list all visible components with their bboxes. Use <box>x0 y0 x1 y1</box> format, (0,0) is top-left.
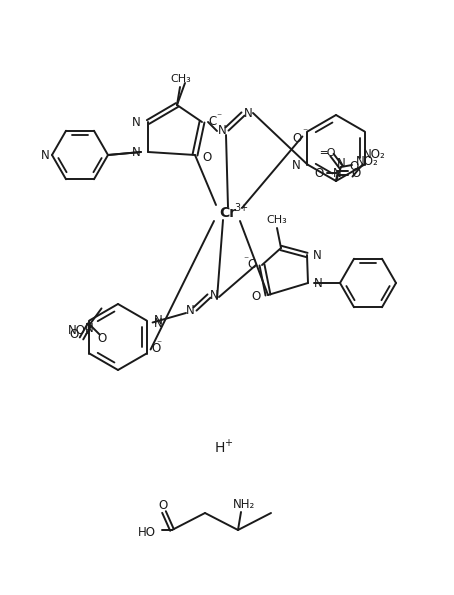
Text: N: N <box>153 314 163 327</box>
Text: O: O <box>69 328 78 341</box>
Text: Cr: Cr <box>219 206 237 220</box>
Text: N: N <box>41 149 50 161</box>
Text: NH₂: NH₂ <box>233 497 255 511</box>
Text: N: N <box>153 317 163 330</box>
Text: N: N <box>217 124 227 136</box>
Text: NO₂: NO₂ <box>363 148 386 161</box>
Text: O: O <box>158 499 168 512</box>
Text: N: N <box>85 322 94 335</box>
Text: N: N <box>132 146 141 158</box>
Text: N: N <box>244 107 252 120</box>
Text: ⁻: ⁻ <box>302 127 307 137</box>
Text: ⁻: ⁻ <box>243 255 248 265</box>
Text: O: O <box>152 342 161 355</box>
Text: CH₃: CH₃ <box>171 74 192 84</box>
Text: ═O: ═O <box>320 148 336 158</box>
Text: N: N <box>336 156 345 170</box>
Text: N: N <box>313 249 322 261</box>
Text: O: O <box>315 167 324 180</box>
Text: 3+: 3+ <box>234 203 248 213</box>
Text: O: O <box>292 132 301 145</box>
Text: O: O <box>351 167 360 180</box>
Text: C: C <box>208 114 216 127</box>
Text: O: O <box>97 332 106 345</box>
Text: HO: HO <box>138 525 156 538</box>
Text: O: O <box>202 151 211 164</box>
Text: NO₂: NO₂ <box>356 155 379 168</box>
Text: N: N <box>333 167 341 180</box>
Text: CH₃: CH₃ <box>266 215 287 225</box>
Text: H: H <box>215 441 225 455</box>
Text: N: N <box>291 159 301 172</box>
Text: N: N <box>314 277 323 290</box>
Text: +: + <box>224 438 232 448</box>
Text: NO₂: NO₂ <box>68 324 91 337</box>
Text: N: N <box>186 303 194 317</box>
Text: C: C <box>248 258 256 271</box>
Text: ⁻: ⁻ <box>156 340 161 349</box>
Text: N: N <box>132 115 141 129</box>
Text: ⁻: ⁻ <box>216 112 221 122</box>
Text: O: O <box>252 290 261 302</box>
Text: O: O <box>350 159 359 173</box>
Text: N: N <box>210 289 218 302</box>
